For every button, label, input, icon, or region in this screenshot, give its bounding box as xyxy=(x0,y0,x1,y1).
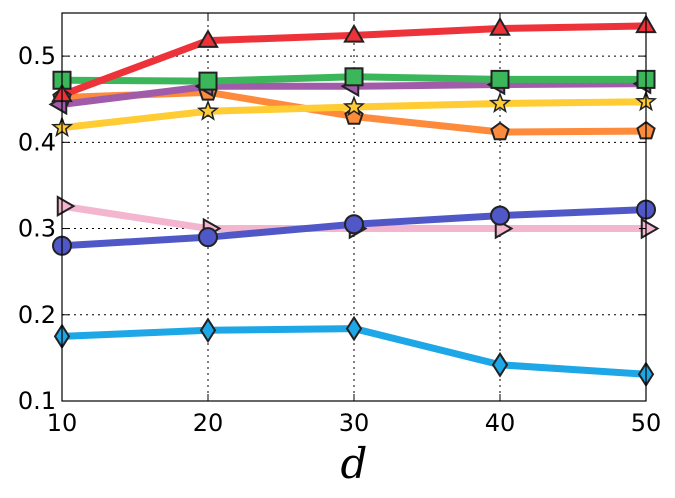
x-tick-label: 20 xyxy=(193,409,224,437)
data-point xyxy=(490,121,510,141)
axis-ticks: 10 20 30 40 50 0.1 0.2 0.3 0.4 0.5 xyxy=(18,13,661,437)
data-point xyxy=(490,69,510,89)
data-point xyxy=(56,195,76,217)
data-point xyxy=(489,17,511,36)
data-point xyxy=(197,29,219,48)
data-point xyxy=(198,71,218,91)
y-tick-label: 0.5 xyxy=(18,42,56,70)
x-tick-label: 50 xyxy=(631,409,662,437)
y-tick-label: 0.4 xyxy=(18,128,56,156)
data-point xyxy=(344,214,364,235)
y-tick-label: 0.1 xyxy=(18,387,56,415)
data-point xyxy=(343,23,365,43)
y-tick-label: 0.2 xyxy=(18,301,56,329)
data-point xyxy=(345,315,363,342)
data-point xyxy=(490,205,510,226)
data-point xyxy=(344,67,364,87)
x-tick-label: 30 xyxy=(339,409,370,437)
data-point xyxy=(196,99,220,121)
x-axis-title: d xyxy=(341,439,368,488)
data-point xyxy=(199,317,217,344)
x-tick-label: 10 xyxy=(47,409,78,437)
x-tick-label: 40 xyxy=(485,409,516,437)
data-point xyxy=(488,91,512,113)
data-point xyxy=(198,227,218,248)
y-tick-label: 0.3 xyxy=(18,215,56,243)
data-point xyxy=(491,351,509,378)
data-point xyxy=(342,95,366,117)
